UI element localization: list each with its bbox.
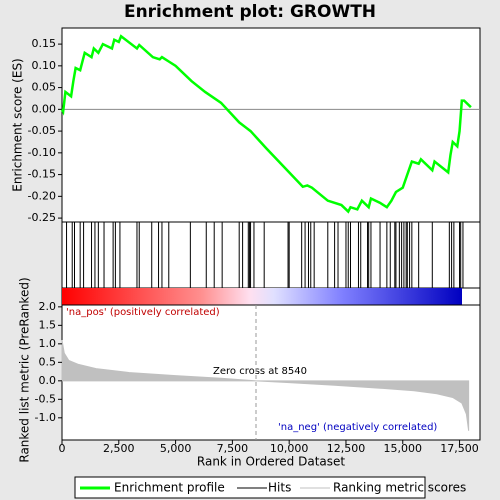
plot-area: [61, 27, 481, 441]
y-tick-label: -0.5: [35, 392, 56, 405]
x-tick-label: 0: [59, 442, 66, 455]
y-tick-label: 0.5: [39, 355, 57, 368]
x-tick-label: 2,500: [103, 442, 135, 455]
y-axis-label: Ranked list metric (PreRanked): [18, 277, 32, 462]
x-axis-label: Rank in Ordered Dataset: [197, 455, 345, 469]
y-tick-label: 0.05: [32, 81, 57, 94]
y-tick-label: 0.00: [32, 102, 57, 115]
y-tick-label: 0.15: [32, 37, 57, 50]
legend-label: Enrichment profile: [114, 481, 225, 495]
legend-label: Ranking metric scores: [333, 481, 466, 495]
rank-color-bar: [62, 288, 462, 305]
y-tick-label: -0.20: [28, 189, 56, 202]
chart-title: Enrichment plot: GROWTH: [124, 2, 376, 22]
y-tick-label: 1.5: [39, 318, 57, 331]
es-line: [60, 34, 472, 214]
metric-area: [61, 340, 470, 431]
x-tick-label: 12,500: [327, 442, 366, 455]
y-tick-label: 0.0: [39, 374, 57, 387]
legend-label: Hits: [268, 481, 291, 495]
y-tick-label: 1.0: [39, 337, 57, 350]
y-tick-label: -0.05: [28, 124, 56, 137]
zero-cross-label: Zero cross at 8540: [213, 366, 307, 377]
y-axis-label: Enrichment score (ES): [11, 58, 25, 191]
x-tick-label: 10,000: [270, 442, 309, 455]
neg-label: 'na_neg' (negatively correlated): [278, 422, 437, 433]
y-tick-label: 2.0: [39, 300, 57, 313]
y-tick-label: -0.25: [28, 211, 56, 224]
y-tick-label: -1.0: [35, 411, 56, 424]
y-tick-label: 0.10: [32, 59, 57, 72]
y-tick-label: -0.10: [28, 146, 56, 159]
x-tick-label: 7,500: [217, 442, 249, 455]
x-tick-label: 15,000: [384, 442, 423, 455]
x-tick-label: 5,000: [160, 442, 192, 455]
pos-label: 'na_pos' (positively correlated): [66, 307, 220, 318]
x-tick-label: 17,500: [440, 442, 479, 455]
y-tick-label: -0.15: [28, 168, 56, 181]
